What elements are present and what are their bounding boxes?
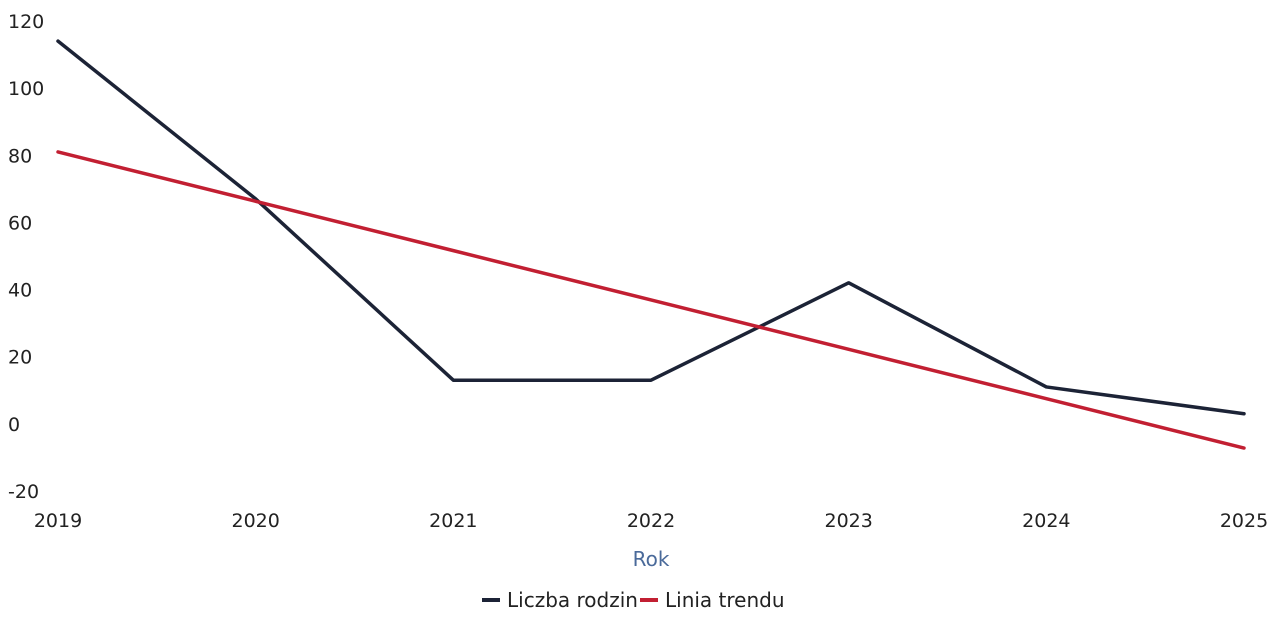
y-axis: -20 0 20 40 60 80 100 120	[8, 11, 44, 503]
x-tick-label: 2021	[429, 510, 477, 532]
y-tick-label: 20	[8, 347, 32, 369]
x-axis-title: Rok	[633, 547, 670, 571]
y-tick-label: -20	[8, 481, 39, 503]
x-tick-label: 2023	[824, 510, 872, 532]
series-line-linia-trendu	[56, 150, 1246, 450]
y-tick-label: 100	[8, 78, 44, 100]
x-tick-label: 2025	[1220, 510, 1268, 532]
x-tick-label: 2024	[1022, 510, 1070, 532]
x-axis: 2019 2020 2021 2022 2023 2024 2025	[34, 510, 1268, 532]
legend: Liczba rodzin Linia trendu	[482, 588, 785, 612]
legend-label: Linia trendu	[665, 588, 785, 612]
series-line-liczba-rodzin	[56, 39, 1246, 416]
x-tick-label: 2019	[34, 510, 82, 532]
y-tick-label: 120	[8, 11, 44, 33]
y-tick-label: 40	[8, 280, 32, 302]
plot-area	[56, 39, 1246, 450]
x-tick-label: 2020	[231, 510, 279, 532]
y-tick-label: 0	[8, 414, 20, 436]
y-tick-label: 60	[8, 212, 32, 234]
x-tick-label: 2022	[627, 510, 675, 532]
y-tick-label: 80	[8, 145, 32, 167]
legend-label: Liczba rodzin	[507, 588, 638, 612]
